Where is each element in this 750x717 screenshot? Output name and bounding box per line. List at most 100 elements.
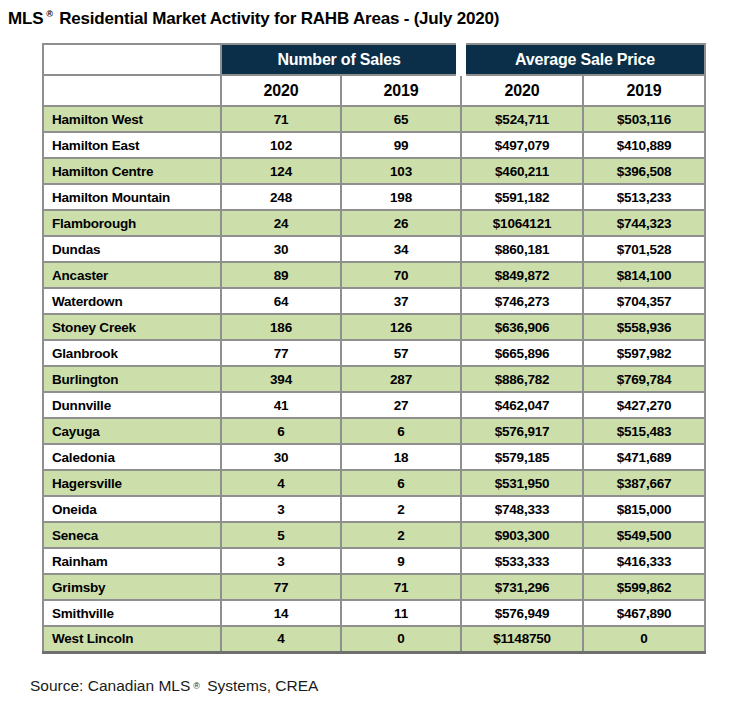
value-cell: 30	[221, 236, 341, 262]
table-row: Seneca52$903,300$549,500	[43, 522, 705, 548]
page: MLS® Residential Market Activity for RAH…	[0, 0, 750, 717]
value-cell: 2	[341, 496, 461, 522]
value-cell: $731,296	[461, 574, 583, 600]
value-cell: 0	[583, 626, 705, 652]
market-activity-table: Number of Sales Average Sale Price 2020 …	[42, 43, 706, 654]
value-cell: 64	[221, 288, 341, 314]
value-cell: 14	[221, 600, 341, 626]
value-cell: $769,784	[583, 366, 705, 392]
value-cell: $515,483	[583, 418, 705, 444]
value-cell: 4	[221, 626, 341, 652]
value-cell: 71	[221, 106, 341, 132]
table-row: West Lincoln40$11487500	[43, 626, 705, 652]
area-cell: Waterdown	[43, 288, 221, 314]
table-row: Hagersville46$531,950$387,667	[43, 470, 705, 496]
value-cell: $814,100	[583, 262, 705, 288]
area-cell: Dunnville	[43, 392, 221, 418]
area-cell: Hamilton Mountain	[43, 184, 221, 210]
value-cell: $558,936	[583, 314, 705, 340]
value-cell: $704,357	[583, 288, 705, 314]
area-cell: Stoney Creek	[43, 314, 221, 340]
value-cell: $1064121	[461, 210, 583, 236]
table-row: Ancaster8970$849,872$814,100	[43, 262, 705, 288]
value-cell: $748,333	[461, 496, 583, 522]
value-cell: 37	[341, 288, 461, 314]
table-row: Flamborough2426$1064121$744,323	[43, 210, 705, 236]
table-row: Burlington394287$886,782$769,784	[43, 366, 705, 392]
value-cell: $396,508	[583, 158, 705, 184]
table-row: Oneida32$748,333$815,000	[43, 496, 705, 522]
area-cell: Cayuga	[43, 418, 221, 444]
value-cell: $462,047	[461, 392, 583, 418]
value-cell: $599,862	[583, 574, 705, 600]
registered-trademark-icon: ®	[193, 681, 200, 691]
value-cell: 11	[341, 600, 461, 626]
table-row: Dundas3034$860,181$701,528	[43, 236, 705, 262]
group-header-number-of-sales: Number of Sales	[221, 44, 461, 75]
value-cell: 102	[221, 132, 341, 158]
value-cell: $513,233	[583, 184, 705, 210]
value-cell: $744,323	[583, 210, 705, 236]
table-row: Hamilton Centre124103$460,211$396,508	[43, 158, 705, 184]
table-row: Dunnville4127$462,047$427,270	[43, 392, 705, 418]
value-cell: $886,782	[461, 366, 583, 392]
corner-cell	[43, 44, 221, 75]
value-cell: $497,079	[461, 132, 583, 158]
value-cell: 77	[221, 574, 341, 600]
value-cell: $636,906	[461, 314, 583, 340]
value-cell: $549,500	[583, 522, 705, 548]
value-cell: 99	[341, 132, 461, 158]
value-cell: 5	[221, 522, 341, 548]
area-cell: Rainham	[43, 548, 221, 574]
value-cell: 57	[341, 340, 461, 366]
value-cell: $503,116	[583, 106, 705, 132]
value-cell: $531,950	[461, 470, 583, 496]
value-cell: $591,182	[461, 184, 583, 210]
value-cell: 4	[221, 470, 341, 496]
value-cell: $410,889	[583, 132, 705, 158]
table-row: Grimsby7771$731,296$599,862	[43, 574, 705, 600]
value-cell: $579,185	[461, 444, 583, 470]
page-title: MLS® Residential Market Activity for RAH…	[0, 0, 750, 29]
table-row: Smithville1411$576,949$467,890	[43, 600, 705, 626]
table-row: Stoney Creek186126$636,906$558,936	[43, 314, 705, 340]
year-header-sales-2020: 2020	[221, 75, 341, 106]
value-cell: 9	[341, 548, 461, 574]
value-cell: $701,528	[583, 236, 705, 262]
table-row: Glanbrook7757$665,896$597,982	[43, 340, 705, 366]
area-cell: West Lincoln	[43, 626, 221, 652]
value-cell: 26	[341, 210, 461, 236]
value-cell: 18	[341, 444, 461, 470]
value-cell: 41	[221, 392, 341, 418]
value-cell: $416,333	[583, 548, 705, 574]
area-cell: Hamilton West	[43, 106, 221, 132]
area-cell: Caledonia	[43, 444, 221, 470]
table-row: Hamilton Mountain248198$591,182$513,233	[43, 184, 705, 210]
value-cell: 3	[221, 548, 341, 574]
value-cell: $467,890	[583, 600, 705, 626]
value-cell: 6	[341, 470, 461, 496]
value-cell: $460,211	[461, 158, 583, 184]
area-cell: Oneida	[43, 496, 221, 522]
value-cell: 70	[341, 262, 461, 288]
value-cell: $471,689	[583, 444, 705, 470]
value-cell: $1148750	[461, 626, 583, 652]
value-cell: 65	[341, 106, 461, 132]
value-cell: 198	[341, 184, 461, 210]
value-cell: $860,181	[461, 236, 583, 262]
area-cell: Hamilton East	[43, 132, 221, 158]
value-cell: $597,982	[583, 340, 705, 366]
value-cell: 2	[341, 522, 461, 548]
value-cell: 71	[341, 574, 461, 600]
value-cell: $576,917	[461, 418, 583, 444]
value-cell: $387,667	[583, 470, 705, 496]
area-cell: Burlington	[43, 366, 221, 392]
area-cell: Glanbrook	[43, 340, 221, 366]
year-header-price-2020: 2020	[461, 75, 583, 106]
title-brand: MLS	[8, 9, 43, 28]
value-cell: 89	[221, 262, 341, 288]
group-header-average-sale-price: Average Sale Price	[461, 44, 705, 75]
value-cell: $849,872	[461, 262, 583, 288]
corner-cell-2	[43, 75, 221, 106]
table-row: Rainham39$533,333$416,333	[43, 548, 705, 574]
